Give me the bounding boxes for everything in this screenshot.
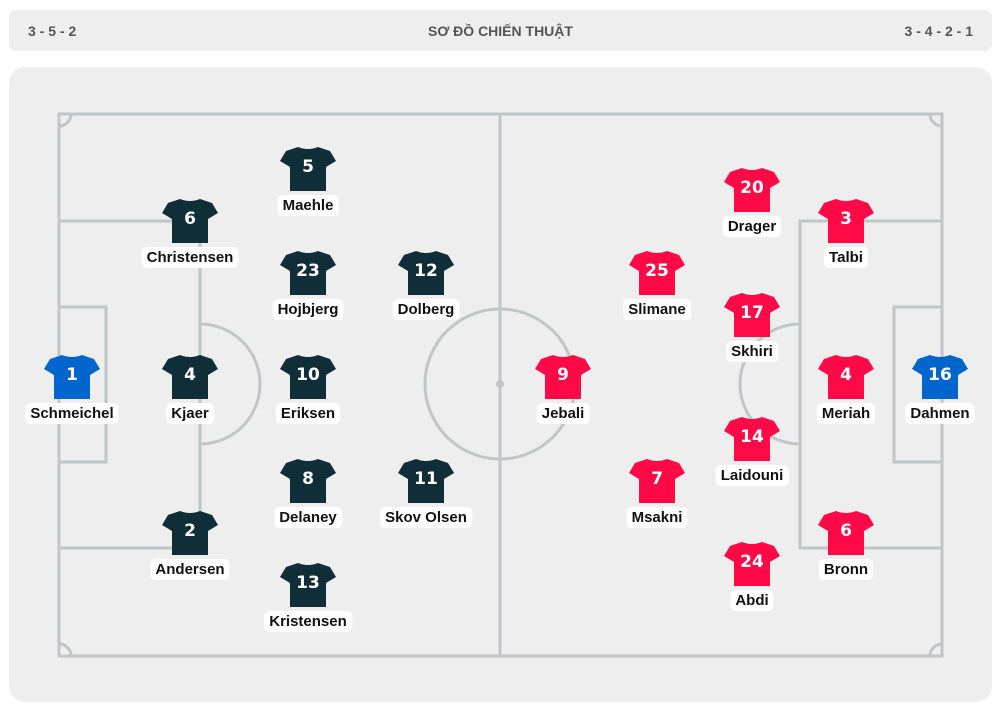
jersey-number: 2 — [184, 521, 196, 541]
player-name: Drager — [722, 216, 782, 237]
jersey-icon — [398, 459, 454, 503]
jersey-number: 6 — [184, 209, 196, 229]
jersey-number: 5 — [302, 157, 314, 177]
player-name: Skhiri — [726, 341, 778, 362]
jersey-icon — [724, 168, 780, 212]
jersey-icon — [912, 355, 968, 399]
player-name: Christensen — [141, 247, 239, 268]
player-name: Jebali — [536, 403, 590, 424]
player-name: Hojbjerg — [272, 299, 344, 320]
header-title: SƠ ĐỒ CHIẾN THUẬT — [428, 23, 573, 39]
jersey-icon — [162, 355, 218, 399]
jersey-number: 9 — [557, 365, 569, 385]
jersey-number: 13 — [296, 573, 320, 593]
jersey-icon — [724, 417, 780, 461]
jersey-number: 17 — [740, 303, 764, 323]
jersey-icon — [818, 355, 874, 399]
jersey-number: 7 — [651, 469, 663, 489]
jersey-number: 4 — [840, 365, 852, 385]
player-name: Abdi — [730, 590, 774, 611]
player-name: Schmeichel — [25, 403, 119, 424]
player-name: Kristensen — [264, 611, 352, 632]
jersey-icon — [280, 563, 336, 607]
formation-header: 3 - 5 - 2 SƠ ĐỒ CHIẾN THUẬT 3 - 4 - 2 - … — [9, 10, 992, 51]
away-formation: 3 - 4 - 2 - 1 — [904, 23, 973, 39]
player-name: Dahmen — [905, 403, 975, 424]
jersey-number: 8 — [302, 469, 314, 489]
player-name: Dolberg — [392, 299, 460, 320]
jersey-icon — [724, 293, 780, 337]
home-formation: 3 - 5 - 2 — [28, 23, 77, 39]
jersey-icon — [818, 511, 874, 555]
player-name: Talbi — [824, 247, 868, 268]
player-name: Andersen — [150, 559, 230, 580]
jersey-number: 10 — [296, 365, 320, 385]
player-name: Eriksen — [275, 403, 341, 424]
player-name: Msakni — [626, 507, 688, 528]
jersey-icon — [280, 355, 336, 399]
jersey-number: 25 — [645, 261, 669, 281]
player-name: Bronn — [818, 559, 874, 580]
jersey-number: 6 — [840, 521, 852, 541]
jersey-number: 12 — [414, 261, 438, 281]
player-name: Kjaer — [166, 403, 214, 424]
player-name: Slimane — [623, 299, 691, 320]
jersey-icon — [162, 511, 218, 555]
jersey-icon — [280, 459, 336, 503]
jersey-icon — [162, 199, 218, 243]
jersey-number: 14 — [740, 427, 764, 447]
jersey-icon — [280, 147, 336, 191]
jersey-icon — [44, 355, 100, 399]
jersey-number: 4 — [184, 365, 196, 385]
jersey-icon — [629, 459, 685, 503]
player-name: Laidouni — [715, 465, 789, 486]
player-name: Meriah — [816, 403, 876, 424]
player-name: Maehle — [277, 195, 339, 216]
jersey-number: 24 — [740, 552, 764, 572]
jersey-number: 11 — [414, 469, 438, 489]
jersey-icon — [724, 542, 780, 586]
jersey-number: 23 — [296, 261, 320, 281]
jersey-number: 1 — [66, 365, 78, 385]
player-name: Skov Olsen — [380, 507, 472, 528]
player-name: Delaney — [274, 507, 342, 528]
jersey-icon — [398, 251, 454, 295]
jersey-icon — [535, 355, 591, 399]
jersey-number: 16 — [928, 365, 952, 385]
jersey-number: 3 — [840, 209, 852, 229]
jersey-icon — [818, 199, 874, 243]
jersey-number: 20 — [740, 178, 764, 198]
jersey-icon — [280, 251, 336, 295]
jersey-icon — [629, 251, 685, 295]
